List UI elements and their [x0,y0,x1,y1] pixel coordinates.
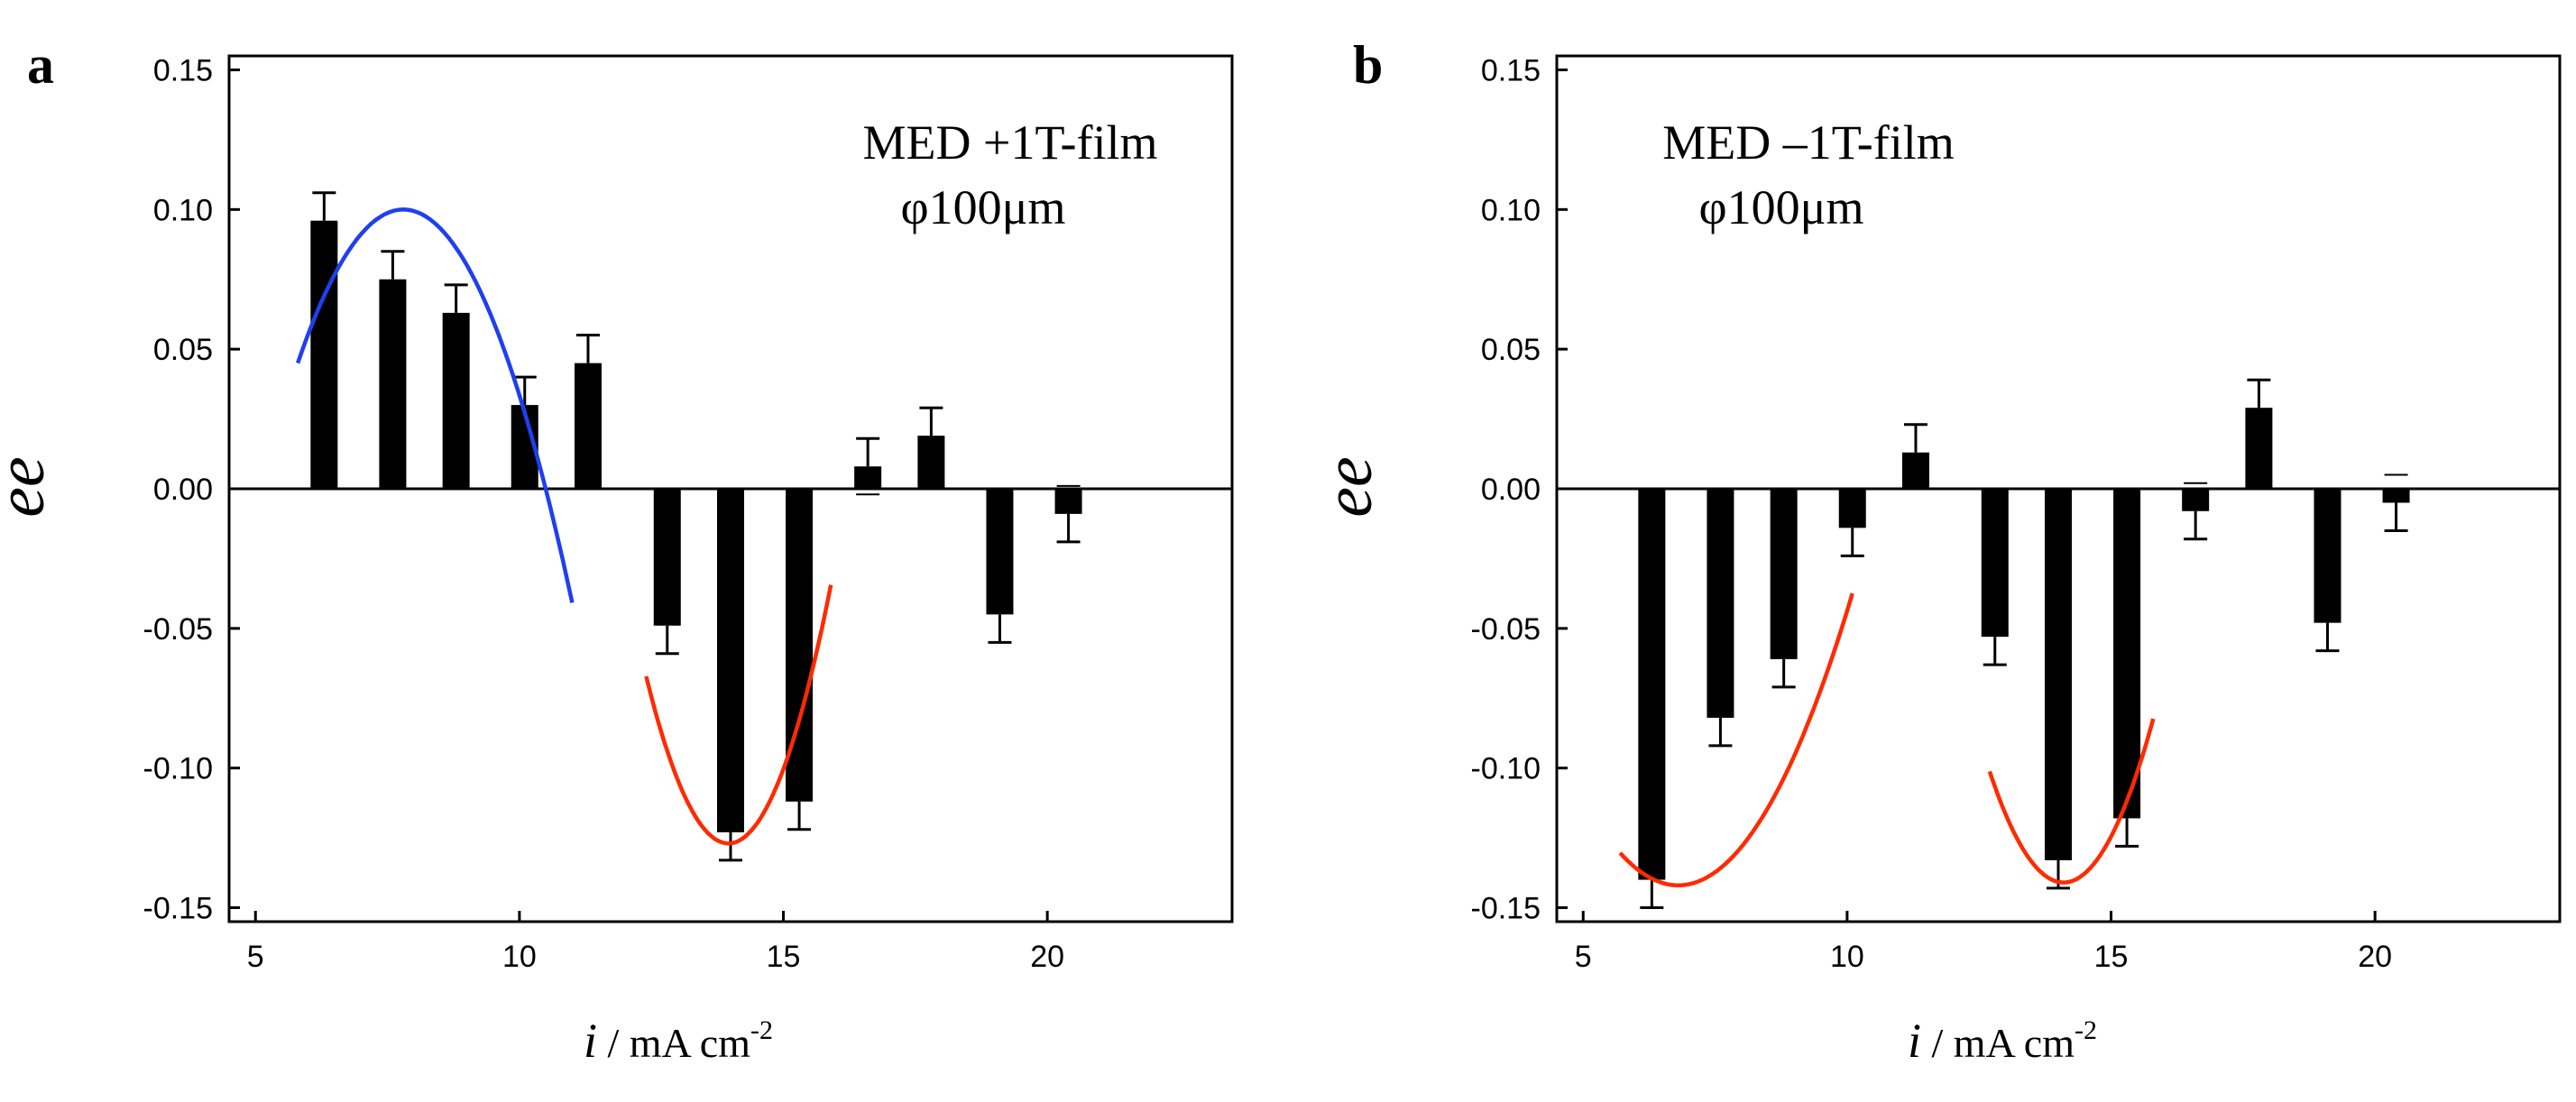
panel-b-bar [1770,489,1798,659]
panel-a-x-tick-label: 15 [767,940,801,974]
panel-b-y-tick-label: -0.05 [1471,612,1541,647]
panel-a-plot-area: 0.15 0.10 0.05 0.00 -0.05 -0.10 -0.15 5 10 15 20 [143,53,1234,974]
panel-a-bar [379,279,407,489]
panel-a-x-axis-label-var: i [584,1014,597,1068]
panel-b-x-tick-label: 5 [1575,940,1592,974]
panel-b-bar [2314,489,2341,623]
panel-a-bar [1054,489,1082,514]
panel-b-bar [1638,489,1666,880]
panel-a-y-tick-label: -0.15 [143,892,214,926]
panel-b-x-axis-label-exponent: -2 [2075,1015,2097,1045]
panel-b-annotation-line2: φ100μm [1698,180,1863,234]
panel-a-x-axis-label-exponent: -2 [750,1015,773,1045]
panel-b-x-tick-label: 15 [2094,940,2129,974]
panel-a-y-tick-label: 0.10 [153,193,213,227]
panel-a-bar [986,489,1014,615]
panel-b-bar [2182,489,2210,511]
panel-b-x-axis-label-var: i [1908,1014,1921,1068]
panel-b-bar [2113,489,2141,819]
panel-b-bar [2382,489,2410,503]
panel-a-bar [717,489,744,832]
panel-b-y-tick-label: 0.05 [1481,333,1541,367]
panel-b-bar [1707,489,1734,718]
panel-a-blue-fit-curve [295,207,575,603]
panel-a-x-tick-label: 20 [1030,940,1064,974]
panel-a-y-axis-label: ee [0,456,59,517]
panel-a-annotation-line2: φ100μm [900,180,1065,234]
panel-b-x-axis-label: i / mA cm-2 [1908,1014,2097,1068]
panel-a-bar [574,363,602,489]
panel-b-x-tick-label: 10 [1830,940,1864,974]
panel-b-letter: b [1353,35,1383,95]
panel-a-letter: a [27,35,54,95]
panel-b-annotation-line1: MED –1T-film [1662,115,1955,170]
panel-a-y-tick-label: 0.05 [153,333,213,367]
panel-b-y-tick-label: -0.15 [1471,892,1541,926]
panel-b-y-tick-label: 0.00 [1481,473,1541,507]
panel-a-bar [310,220,338,490]
panel-a: a ee 0.15 0.10 0.05 0.00 -0.05 -0.10 -0.15 5 10 1… [0,35,1234,1068]
panel-a-bar [442,312,470,489]
panel-b-y-axis-label: ee [1311,456,1386,517]
panel-b: b ee 0.15 0.10 0.05 0.00 -0.05 -0.10 -0.15 5 10 1… [1311,35,2562,1068]
panel-a-y-tick-label: -0.05 [143,612,214,647]
panel-b-y-tick-label: 0.10 [1481,193,1541,227]
panel-b-red-fit-left-curve [1618,592,1854,887]
panel-a-bar [917,436,945,489]
panel-a-x-axis-label-unit: / mA cm [597,1020,750,1066]
panel-a-y-tick-label: 0.00 [153,473,213,507]
panel-b-red-fit-right-curve [1987,718,2156,885]
panel-b-plot-area: 0.15 0.10 0.05 0.00 -0.05 -0.10 -0.15 5 10 15 20 [1471,53,2562,974]
panel-b-x-tick-label: 20 [2358,940,2392,974]
panel-a-bar [854,466,882,489]
panel-b-y-tick-label: 0.15 [1481,53,1541,87]
panel-b-bar [2245,408,2273,489]
panel-a-annotation-line1: MED +1T-film [863,115,1158,170]
panel-a-y-tick-label: 0.15 [153,53,213,87]
panel-a-y-tick-label: -0.10 [143,752,214,786]
panel-b-bar [2045,489,2072,860]
panel-b-x-axis-label-unit: / mA cm [1921,1020,2075,1066]
panel-b-bar [1901,452,1929,489]
panel-a-x-tick-label: 10 [502,940,537,974]
panel-b-bar [1838,489,1866,528]
panel-a-x-tick-label: 5 [247,940,264,974]
panel-b-y-tick-label: -0.10 [1471,752,1541,786]
panel-a-x-axis-label: i / mA cm-2 [584,1014,773,1068]
panel-a-bar [653,489,681,626]
panel-a-red-fit-curve [644,584,833,846]
panel-b-bar [1981,489,2009,638]
